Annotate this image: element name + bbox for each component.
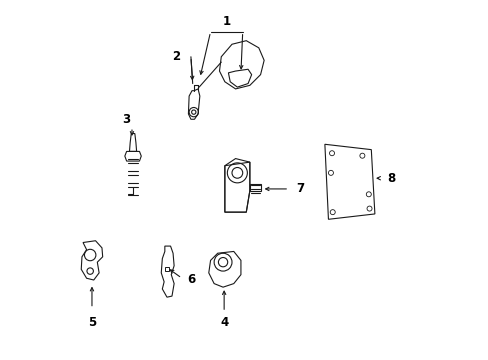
Text: 5: 5 — [88, 316, 96, 329]
Text: 7: 7 — [295, 183, 304, 195]
Text: 2: 2 — [172, 50, 181, 63]
Text: 1: 1 — [222, 14, 230, 27]
Text: 8: 8 — [386, 172, 394, 185]
Text: 4: 4 — [220, 316, 228, 329]
Text: 6: 6 — [186, 273, 195, 286]
Text: 3: 3 — [122, 113, 130, 126]
Bar — [165, 267, 169, 271]
